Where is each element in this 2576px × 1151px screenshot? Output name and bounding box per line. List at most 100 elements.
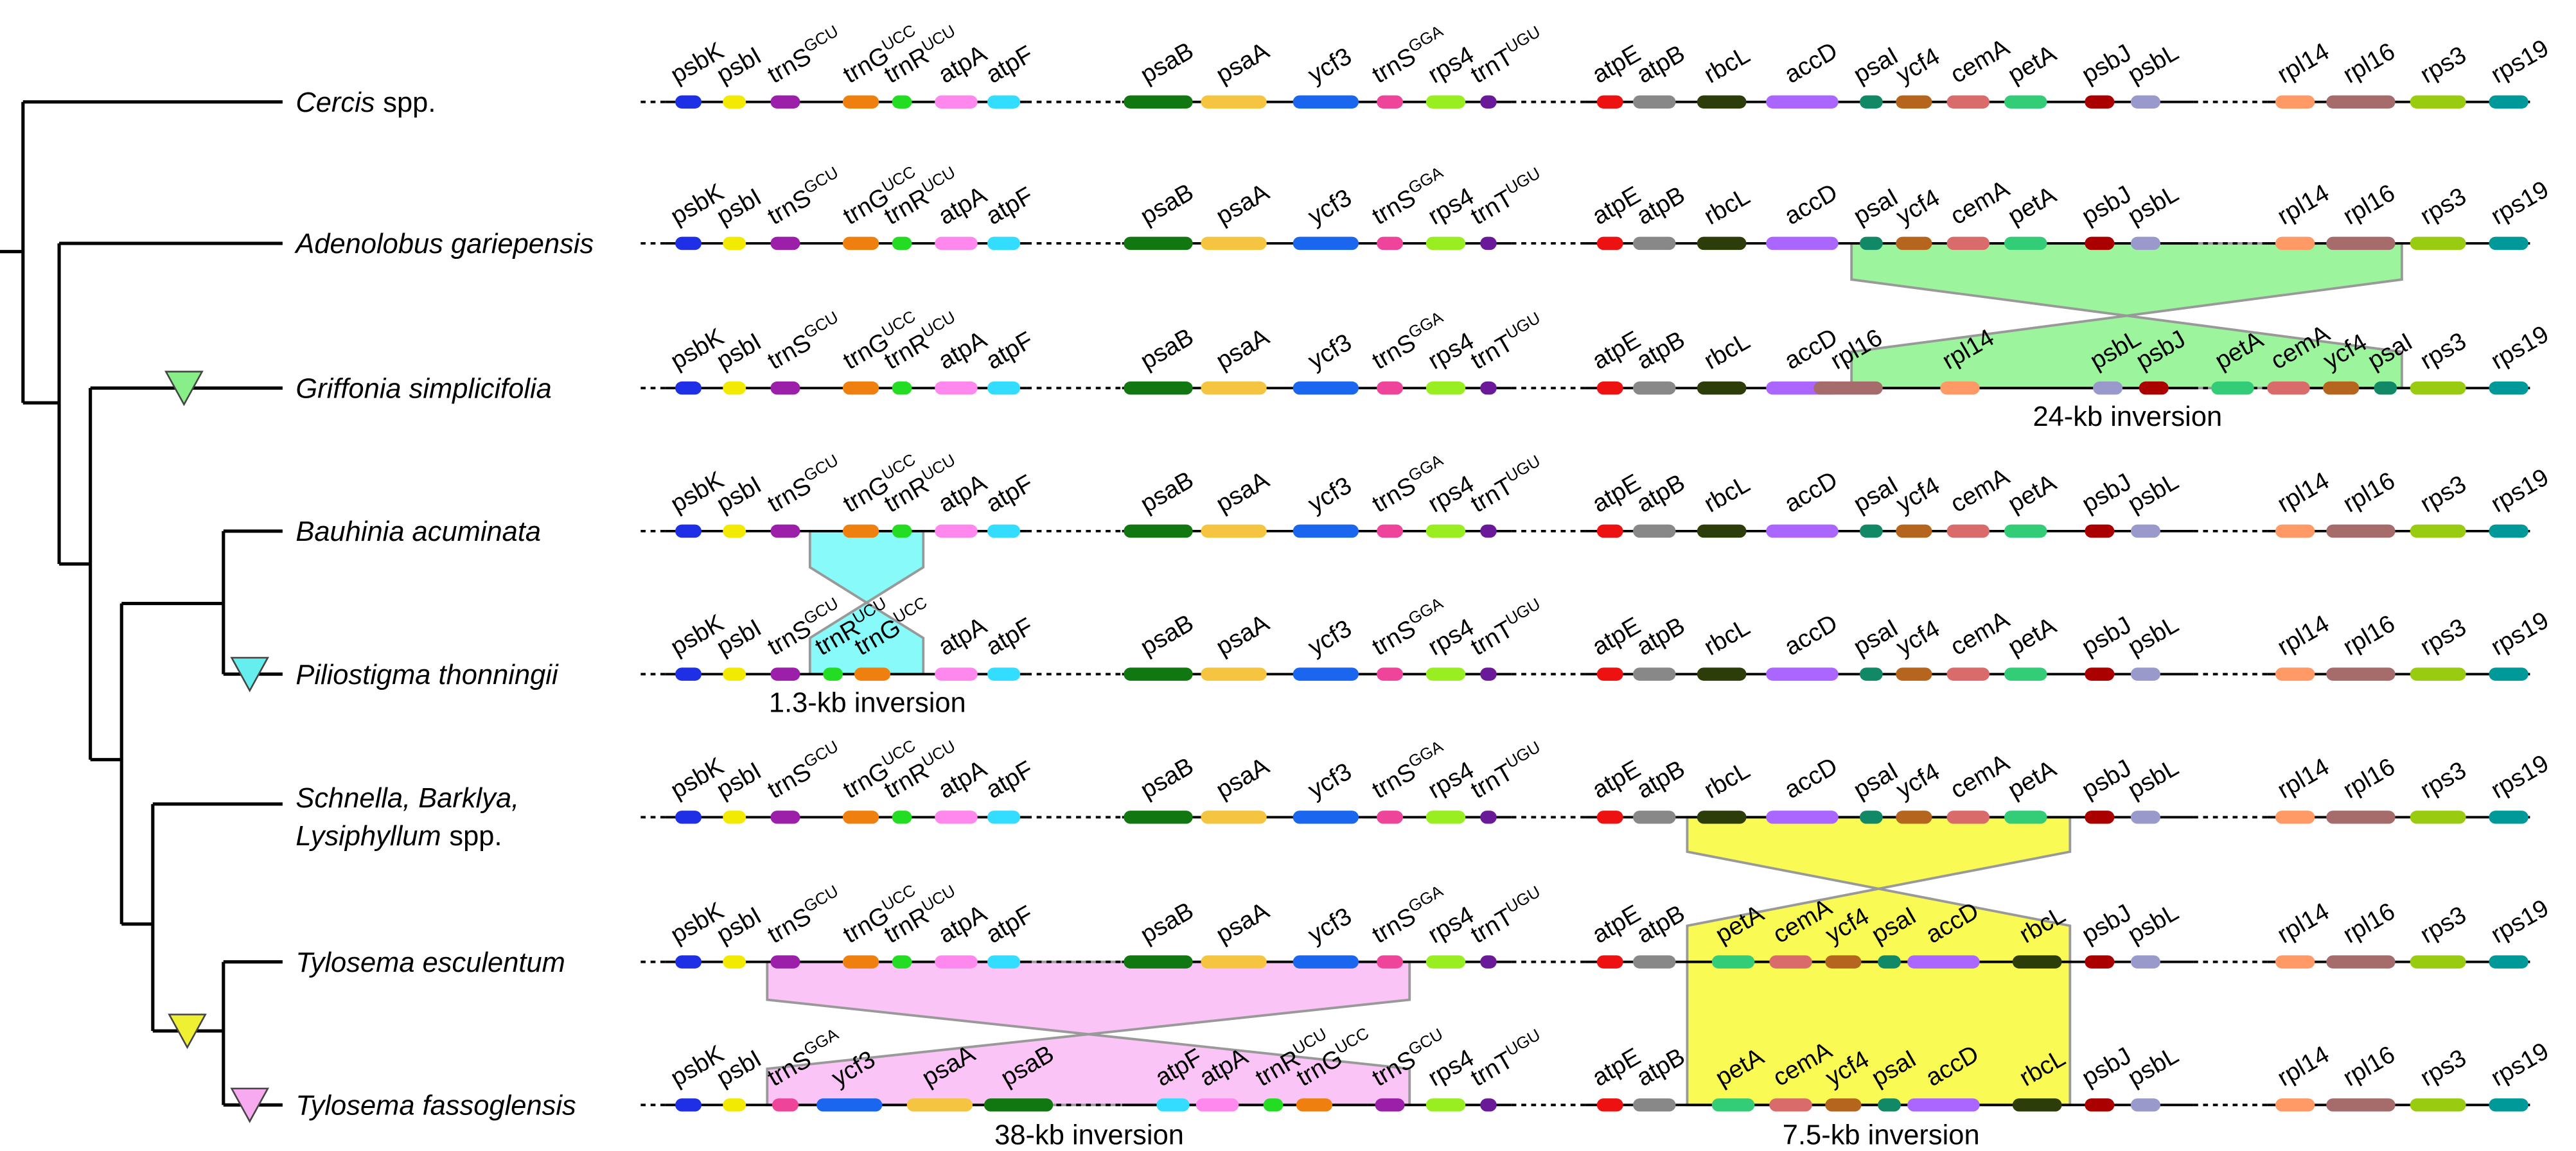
gene <box>1596 381 1623 395</box>
gene <box>1292 524 1359 538</box>
gene-label: rps3 <box>2415 41 2471 89</box>
gene <box>2410 667 2466 681</box>
gene-name: rps19 <box>2486 463 2554 518</box>
gene-name: psbL <box>2123 898 2183 949</box>
gene-label: trnTUGU <box>1465 23 1549 89</box>
gene <box>675 381 702 395</box>
gene <box>2275 95 2315 109</box>
taxon-name: Adenolobus gariepensis <box>294 229 594 259</box>
gene-label: trnTUGU <box>1465 309 1549 375</box>
gene <box>2489 667 2528 681</box>
gene-label: rps19 <box>2486 1037 2554 1092</box>
gene <box>892 236 912 250</box>
gene <box>1896 811 1932 824</box>
gene-name: ycf3 <box>1303 615 1356 661</box>
gene-name: psaB <box>1136 897 1198 949</box>
gene <box>842 955 879 969</box>
gene <box>675 236 702 250</box>
gene <box>675 955 702 969</box>
gene <box>2410 955 2466 969</box>
gene <box>1711 1098 1755 1112</box>
taxon-name: Griffonia simplicifolia <box>296 374 552 405</box>
gene <box>2130 95 2160 109</box>
inversion-label: 38-kb inversion <box>994 1120 1184 1151</box>
gene-name: rps3 <box>2415 1044 2471 1092</box>
gene-anticodon: UCC <box>890 593 930 627</box>
gene <box>2323 381 2360 395</box>
gene <box>770 811 800 824</box>
gene <box>2326 95 2395 109</box>
taxon-italic: Piliostigma thonningii <box>296 660 559 690</box>
gene-label: psaB <box>1136 897 1198 949</box>
gene <box>1896 524 1932 538</box>
gene-label: atpF <box>982 613 1038 662</box>
gene-label: ycf3 <box>1303 615 1356 661</box>
gene-name: rpl16 <box>2338 753 2399 804</box>
gene <box>1201 95 1267 109</box>
gene-label: atpB <box>1632 40 1689 89</box>
gene <box>816 1098 883 1112</box>
gene-label: atpB <box>1632 1042 1689 1092</box>
gene-anticodon: UGU <box>1503 23 1543 57</box>
gene <box>2130 955 2160 969</box>
gene-name: psbL <box>2123 753 2183 804</box>
gene-label: trnTUGU <box>1465 452 1549 518</box>
gene <box>1697 667 1747 681</box>
taxon-italic: Cercis <box>296 87 375 118</box>
gene-name: atpB <box>1632 326 1689 375</box>
gene <box>1195 1098 1239 1112</box>
gene-name: rps19 <box>2486 750 2554 804</box>
inversion-label: 24-kb inversion <box>2033 401 2222 432</box>
gene <box>1124 381 1193 395</box>
gene-label: rps19 <box>2486 175 2554 230</box>
gene-name: ycf3 <box>1303 328 1356 374</box>
gene <box>2085 524 2115 538</box>
gene <box>1697 95 1747 109</box>
gene <box>1425 236 1466 250</box>
gene-name: rpl16 <box>2338 1041 2399 1092</box>
gene-label: petA <box>2003 755 2061 804</box>
gene-name: ycf3 <box>1303 42 1356 89</box>
gene <box>1596 236 1623 250</box>
gene-name: psaB <box>1136 609 1198 661</box>
gene-label: rps19 <box>2486 34 2554 89</box>
gene <box>2275 1098 2315 1112</box>
gene <box>1907 955 1980 969</box>
gene-name: rps19 <box>2486 321 2554 375</box>
gene <box>935 381 978 395</box>
gene-label: rpl16 <box>2338 37 2399 89</box>
gene-label: accD <box>1780 37 1842 89</box>
gene <box>842 381 879 395</box>
gene <box>2275 811 2315 824</box>
gene-label: psbL <box>2123 468 2183 518</box>
gene-name: psaA <box>1212 752 1275 804</box>
gene <box>842 236 879 250</box>
gene-label: rbcL <box>1699 470 1754 518</box>
gene-name: atpF <box>982 755 1038 804</box>
gene <box>1124 524 1193 538</box>
gene <box>935 955 978 969</box>
gene-name: cemA <box>1946 175 2015 231</box>
gene-label: rps3 <box>2415 1044 2471 1092</box>
gene-anticodon: GGA <box>1406 308 1447 342</box>
node-triangle <box>164 371 204 407</box>
gene-label: atpF <box>982 326 1038 375</box>
gene-name: atpB <box>1632 899 1689 949</box>
gene-label: trnSGCU <box>762 22 847 89</box>
gene <box>2130 1098 2160 1112</box>
gene-anticodon: GCU <box>801 882 842 916</box>
gene-label: trnTUGU <box>1465 595 1549 662</box>
gene <box>842 524 879 538</box>
gene-name: petA <box>2003 611 2061 661</box>
gene <box>2211 381 2254 395</box>
gene-anticodon: GGA <box>1406 882 1447 916</box>
gene-name: rps19 <box>2486 1037 2554 1092</box>
taxon-name: Tylosema fassoglensis <box>296 1091 576 1121</box>
gene-name: rps19 <box>2486 606 2554 661</box>
gene-name: accD <box>1780 37 1842 89</box>
gene <box>1596 667 1623 681</box>
gene <box>723 1098 746 1112</box>
gene-label: rpl16 <box>2338 610 2399 661</box>
gene <box>1766 236 1839 250</box>
